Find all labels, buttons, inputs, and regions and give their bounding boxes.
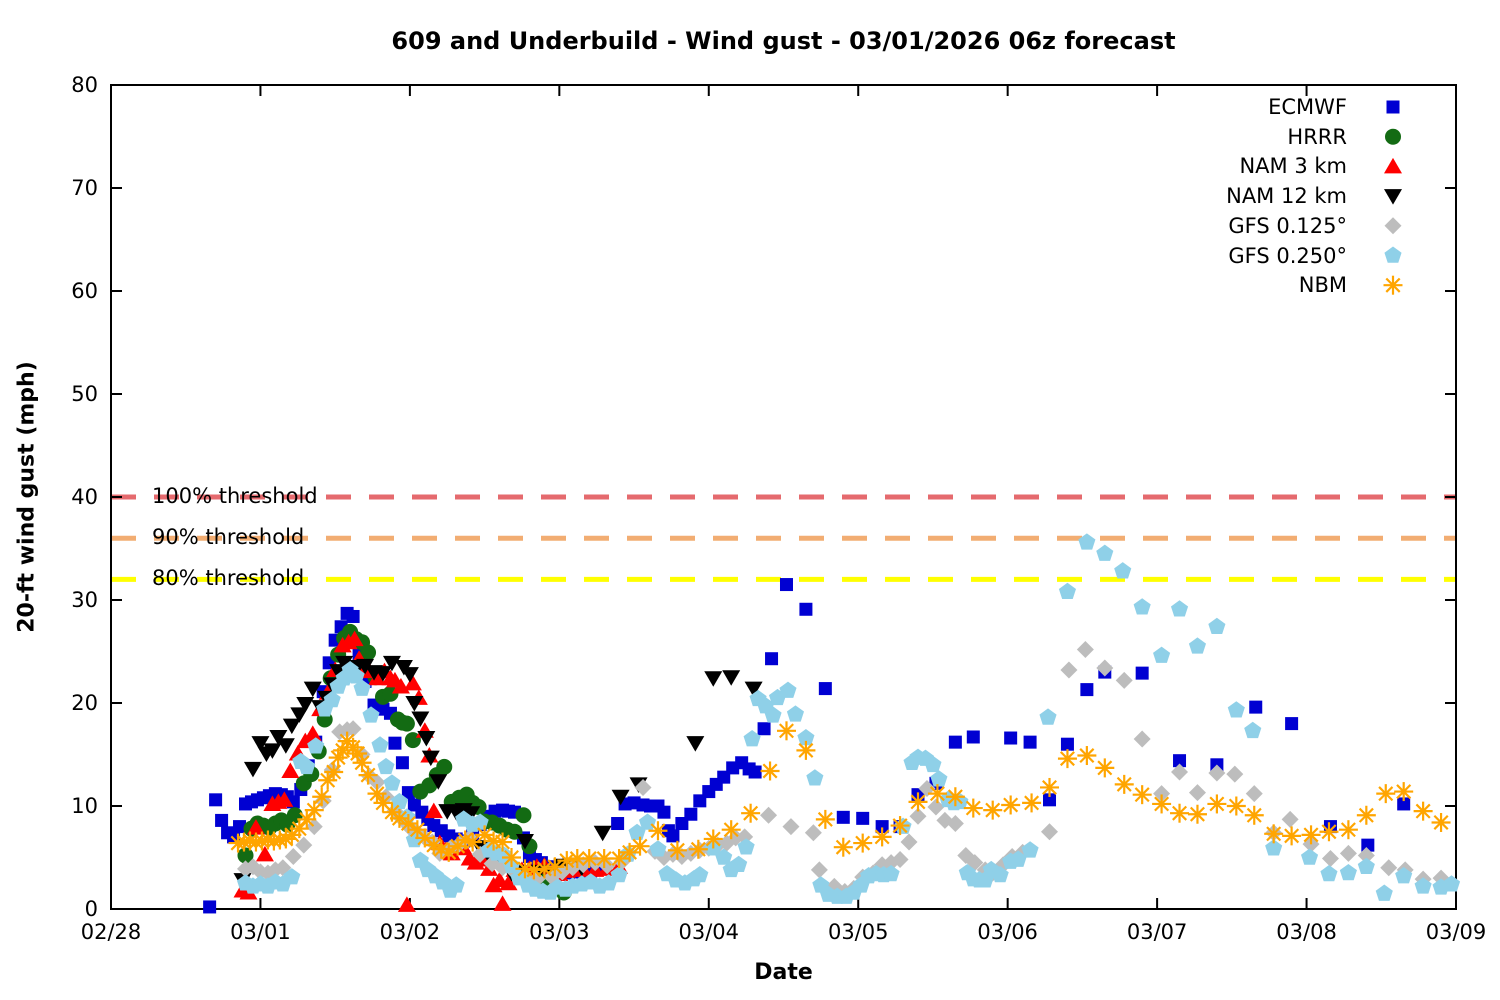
x-tick-label: 03/08: [1276, 920, 1337, 944]
axis-ticks: [110, 84, 1457, 910]
y-tick-label: 80: [71, 73, 98, 97]
threshold-label: 100% threshold: [152, 484, 318, 508]
legend-item-nam-3-km: NAM 3 km: [1239, 154, 1347, 179]
x-tick-label: 03/05: [827, 920, 889, 944]
x-tick-label: 03/02: [379, 920, 441, 944]
y-tick-label: 30: [71, 588, 98, 612]
y-tick-label: 70: [71, 176, 98, 200]
legend-item-nbm: NBM: [1298, 273, 1347, 298]
legend-item-hrrr: HRRR: [1287, 124, 1347, 149]
x-tick-label: 03/09: [1425, 920, 1487, 944]
threshold-label: 90% threshold: [152, 525, 305, 550]
legend-item-nam-12-km: NAM 12 km: [1226, 184, 1347, 209]
y-tick-label: 10: [71, 794, 98, 818]
chart-title: 609 and Underbuild - Wind gust - 03/01/2…: [391, 27, 1176, 55]
x-axis-title: Date: [754, 960, 813, 985]
series-nbm: [228, 721, 1451, 880]
x-tick-label: 03/07: [1126, 920, 1188, 944]
threshold-label: 80% threshold: [152, 566, 305, 591]
y-tick-label: 60: [71, 279, 98, 303]
x-tick-label: 02/28: [80, 920, 142, 944]
y-tick-label: 20: [71, 691, 98, 715]
x-tick-label: 03/03: [529, 920, 590, 944]
series-gfs-0-250-: [236, 533, 1461, 904]
x-tick-label: 03/06: [977, 920, 1038, 944]
legend: [1383, 100, 1403, 295]
legend-item-gfs-0-125-: GFS 0.125°: [1228, 213, 1347, 238]
legend-item-ecmwf: ECMWF: [1268, 95, 1347, 119]
y-tick-label: 40: [71, 485, 98, 509]
y-tick-label: 50: [71, 382, 98, 406]
x-tick-label: 03/01: [230, 920, 291, 944]
legend-item-gfs-0-250-: GFS 0.250°: [1228, 243, 1347, 268]
x-tick-label: 03/04: [678, 920, 740, 944]
y-tick-label: 0: [84, 897, 98, 921]
